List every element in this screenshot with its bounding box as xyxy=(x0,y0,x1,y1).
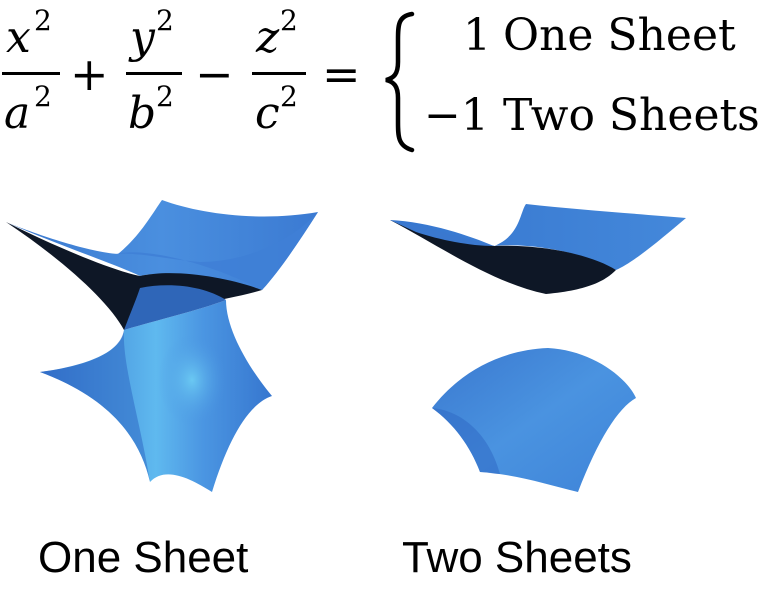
case-one-sheet: 1 One Sheet xyxy=(463,10,736,61)
numerator-x: x xyxy=(6,12,31,63)
throat-neck xyxy=(124,285,226,330)
fraction-z-over-c: z 2 c 2 xyxy=(252,4,306,139)
numerator-z-exponent: 2 xyxy=(280,4,298,37)
denominator-c-exponent: 2 xyxy=(280,80,298,113)
upper-sheet-outer xyxy=(390,204,686,270)
lower-sheet-shading xyxy=(432,408,500,474)
case-two-sheets: −1 Two Sheets xyxy=(424,90,760,141)
numerator-z: z xyxy=(255,12,280,63)
denominator-c: c xyxy=(255,88,280,139)
denominator-a-exponent: 2 xyxy=(34,80,52,113)
fraction-y-over-b: y 2 b 2 xyxy=(126,4,182,139)
numerator-x-exponent: 2 xyxy=(34,4,52,37)
caption-two-sheets: Two Sheets xyxy=(402,533,632,582)
caption-one-sheet: One Sheet xyxy=(38,533,248,582)
fraction-bar xyxy=(252,72,306,75)
equals-sign: = xyxy=(322,47,361,101)
lower-skirt-surface xyxy=(40,300,272,492)
curly-brace xyxy=(385,11,415,153)
surface-highlight xyxy=(158,334,226,426)
upper-rim-lip xyxy=(116,212,318,290)
denominator-a: a xyxy=(4,88,30,139)
case-label: One Sheet xyxy=(503,10,736,61)
case-value: −1 xyxy=(424,90,489,141)
denominator-b-exponent: 2 xyxy=(156,80,174,113)
plus-sign: + xyxy=(70,47,109,101)
hyperboloid-two-sheets xyxy=(390,204,686,492)
numerator-y: y xyxy=(128,12,156,63)
minus-sign: − xyxy=(195,47,234,101)
numerator-y-exponent: 2 xyxy=(156,4,174,37)
fraction-x-over-a: x 2 a 2 xyxy=(2,4,60,139)
hyperboloid-one-sheet xyxy=(6,200,318,492)
case-value: 1 xyxy=(463,10,491,61)
equation: x 2 a 2 + y 2 b 2 − z 2 c 2 = 1 xyxy=(2,4,760,153)
denominator-b: b xyxy=(128,88,156,139)
skirt-shading xyxy=(40,330,150,482)
fraction-bar xyxy=(2,72,60,75)
upper-sheet-lip xyxy=(390,220,494,246)
fraction-bar xyxy=(126,72,182,75)
case-label: Two Sheets xyxy=(503,90,760,141)
